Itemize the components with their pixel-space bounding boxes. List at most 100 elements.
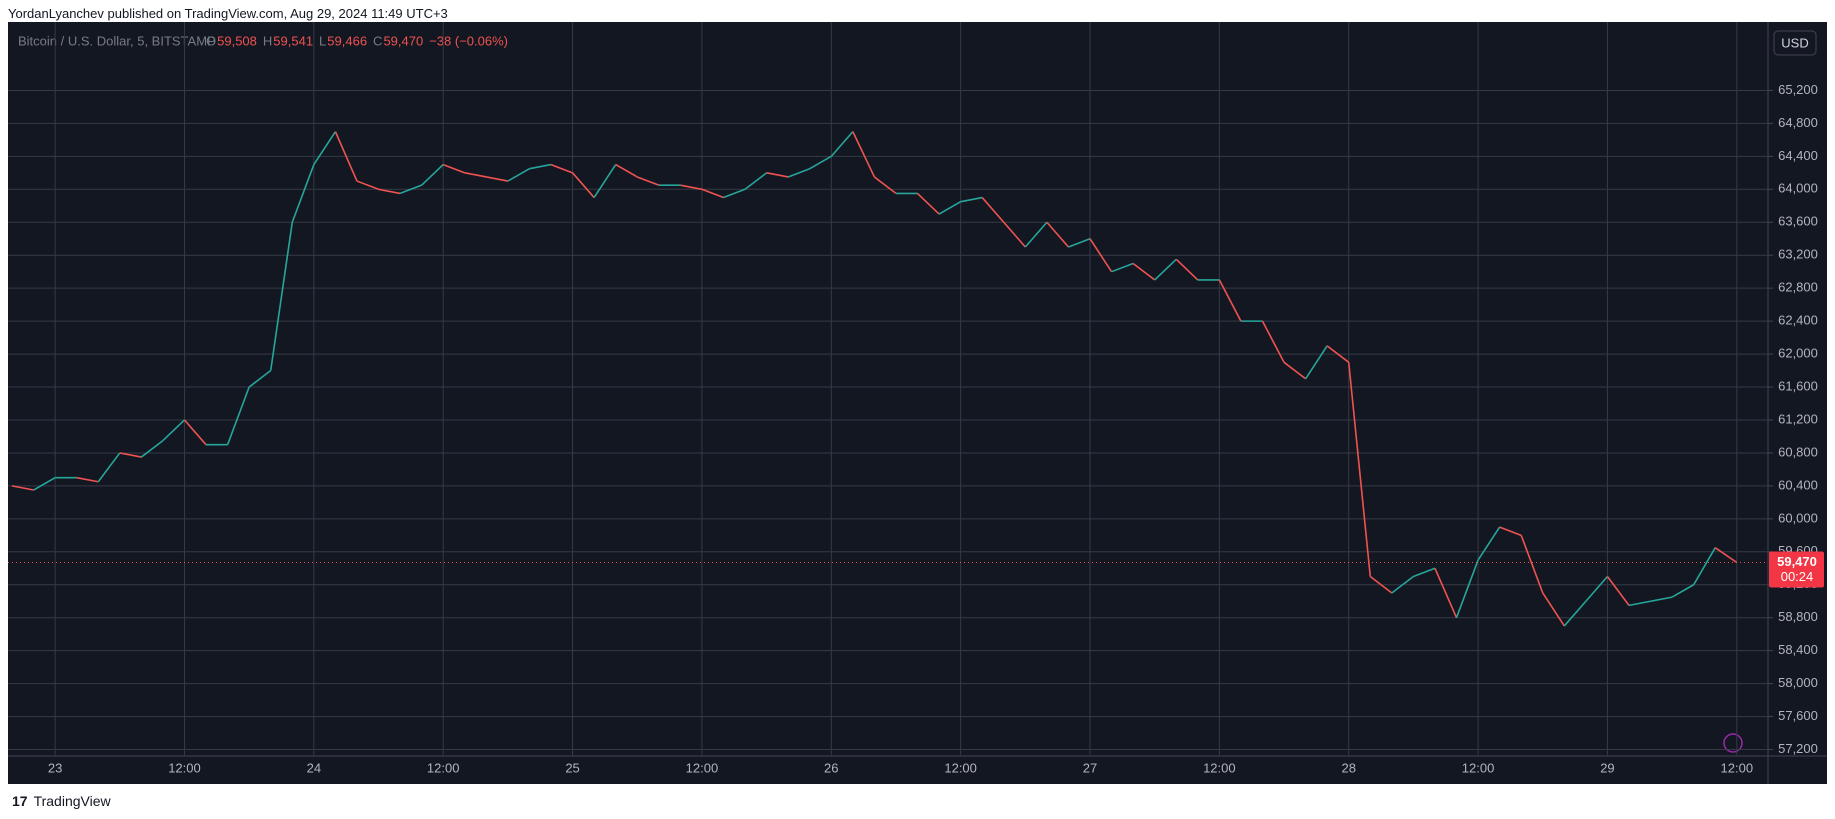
price-segment [1692,547,1716,586]
price-segment [766,172,789,178]
price-segment [787,167,811,178]
price-segment [1542,592,1565,627]
price-segment [1024,221,1048,248]
price-segment [1154,258,1177,281]
x-tick-label: 12:00 [427,760,460,775]
x-tick-label: 27 [1083,760,1097,775]
price-segment [723,188,746,199]
price-segment [1477,526,1501,561]
price-segment [97,452,121,483]
x-tick-label: 28 [1341,760,1355,775]
chart-background [8,22,1827,784]
price-segment [1455,559,1479,618]
footer: 17 TradingView [12,793,111,809]
price-segment [916,192,940,215]
price-segment [1369,575,1393,594]
price-segment [421,164,444,186]
price-segment [744,172,768,190]
price-segment [1261,320,1285,363]
price-segment [1089,238,1113,273]
price-segment [529,163,552,170]
x-tick-label: 12:00 [1203,760,1236,775]
y-tick-label: 58,000 [1778,675,1818,690]
x-tick-label: 12:00 [1462,760,1495,775]
price-segment [33,476,56,491]
price-segment [507,168,530,182]
price-segment [1499,526,1522,537]
price-segment [226,386,250,445]
legend-c_key: C [373,33,382,48]
price-segment [1111,262,1134,273]
price-segment [119,452,142,458]
price-segment [960,196,983,203]
price-segment [593,164,617,198]
price-segment [1563,600,1587,627]
x-tick-label: 12:00 [944,760,977,775]
legend-l_key: L [319,33,326,48]
price-segment [162,419,186,442]
price-segment [269,222,294,371]
y-tick-label: 60,800 [1778,444,1818,459]
y-tick-label: 60,400 [1778,477,1818,492]
x-tick-label: 29 [1600,760,1614,775]
price-segment [399,184,422,195]
price-segment [550,163,573,174]
y-tick-label: 60,000 [1778,510,1818,525]
alert-icon[interactable] [1723,733,1743,753]
price-segment [873,176,897,195]
price-segment [313,131,337,166]
price-segment [680,184,703,191]
y-tick-label: 64,400 [1778,148,1818,163]
legend-h_key: H [263,33,272,48]
price-segment [1671,584,1695,598]
legend-high: 59,541 [273,33,313,48]
chart: Bitcoin / U.S. Dollar, 5, BITSTAMP O 59,5… [8,22,1827,784]
price-segment [1714,547,1738,564]
price-segment [830,131,854,157]
currency-label[interactable]: USD [1781,35,1808,50]
y-tick-label: 64,800 [1778,115,1818,130]
y-tick-label: 61,200 [1778,411,1818,426]
price-segment [183,419,207,446]
y-tick-label: 58,400 [1778,642,1818,657]
price-segment [938,200,962,215]
legend-low: 59,466 [327,33,367,48]
price-segment [1650,596,1673,603]
currency-button[interactable] [1773,30,1817,56]
countdown: 00:24 [1781,569,1814,584]
price-segment [334,131,358,182]
x-tick-label: 25 [565,760,579,775]
logo: 17 [12,793,28,809]
price-segment [1132,262,1156,281]
symbol: Bitcoin / U.S. Dollar, 5, BITSTAMP [18,33,216,48]
price-segment [1347,362,1372,577]
legend: Bitcoin / U.S. Dollar, 5, BITSTAMP O 59,5… [18,33,508,48]
y-tick-label: 62,800 [1778,280,1818,295]
y-tick-label: 65,200 [1778,82,1818,97]
last-price-tag [1769,551,1824,588]
price-segment [378,188,401,195]
last-price-label: 59,470 [1777,554,1817,569]
price-segment [76,476,99,483]
publish-info: YordanLyanchev published on TradingView.… [8,6,448,21]
x-tick-label: 23 [48,760,62,775]
x-tick-label: 24 [307,760,321,775]
price-segment [809,155,832,170]
price-segment [852,131,876,178]
price-segment [1003,221,1026,248]
legend-open: 59,508 [217,33,257,48]
price-segment [356,180,379,191]
y-tick-label: 58,800 [1778,609,1818,624]
y-tick-label: 63,600 [1778,214,1818,229]
price-segment [981,197,1005,223]
price-segment [1434,567,1458,619]
price-segment [464,172,487,178]
price-segment [1175,258,1199,281]
price-segment [291,164,315,223]
price-segment [140,439,164,458]
price-segment [615,163,638,178]
x-tick-label: 26 [824,760,838,775]
price-segment [1628,600,1651,607]
y-tick-label: 63,200 [1778,247,1818,262]
